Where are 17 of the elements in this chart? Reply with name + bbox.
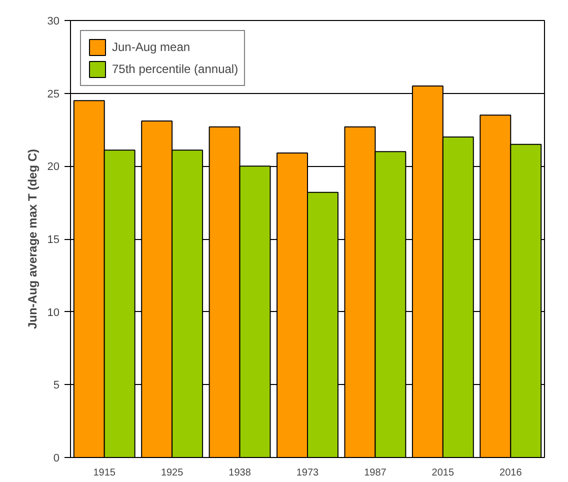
x-tick-label: 1973: [296, 468, 320, 478]
y-axis-title: Jun-Aug average max T (deg C): [25, 148, 40, 330]
y-tick-label: 5: [53, 380, 60, 392]
x-tick-label: 2015: [432, 468, 454, 478]
x-tick-label: 1987: [364, 468, 387, 478]
legend-label: 75th percentile (annual): [112, 62, 238, 76]
y-tick-label: 10: [47, 306, 60, 319]
y-tick-label: 25: [47, 88, 60, 100]
x-tick-label: 1925: [160, 468, 184, 478]
legend-label: Jun-Aug mean: [112, 40, 190, 54]
x-tick-label: 1938: [228, 468, 252, 478]
y-tick-label: 15: [47, 234, 60, 246]
y-tick-label: 0: [53, 452, 60, 464]
x-tick-label: 2016: [500, 468, 522, 478]
y-tick-label: 30: [47, 16, 60, 28]
x-tick-label: 1915: [93, 468, 116, 478]
y-tick-label: 20: [47, 161, 60, 174]
